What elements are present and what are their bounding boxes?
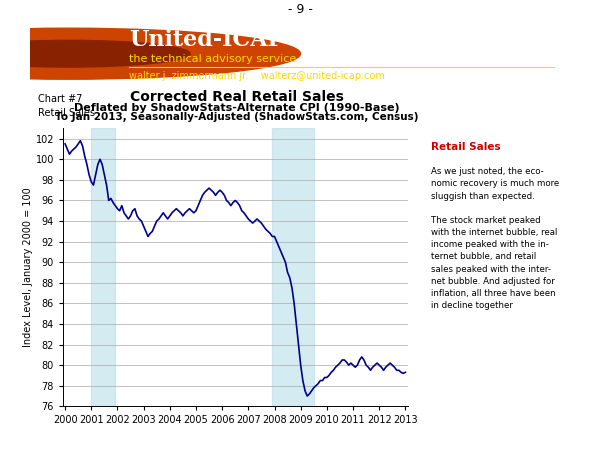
Bar: [91, 128, 115, 406]
Text: Retail Sales: Retail Sales: [431, 142, 500, 152]
Text: To Jan 2013, Seasonally-Adjusted (ShadowStats.com, Census): To Jan 2013, Seasonally-Adjusted (Shadow…: [55, 113, 419, 122]
Bar: [272, 128, 314, 406]
Circle shape: [0, 40, 190, 67]
Y-axis label: Index Level, January 2000 = 100: Index Level, January 2000 = 100: [23, 187, 32, 347]
Text: As we just noted, the eco-
nomic recovery is much more
sluggish than expected.

: As we just noted, the eco- nomic recover…: [431, 167, 559, 310]
Text: the technical advisory service: the technical advisory service: [130, 54, 296, 64]
Circle shape: [0, 28, 301, 79]
Text: - 9 -: - 9 -: [287, 3, 313, 16]
Text: walter j. zimmermann jr.    walterz@united-icap.com: walter j. zimmermann jr. walterz@united-…: [130, 71, 385, 81]
Text: Corrected Real Retail Sales: Corrected Real Retail Sales: [130, 90, 344, 104]
Text: United-ICAP: United-ICAP: [130, 29, 284, 51]
Text: Chart #7
Retail Sales: Chart #7 Retail Sales: [38, 93, 95, 118]
Text: Deflated by ShadowStats-Alternate CPI (1990-Base): Deflated by ShadowStats-Alternate CPI (1…: [74, 103, 400, 113]
